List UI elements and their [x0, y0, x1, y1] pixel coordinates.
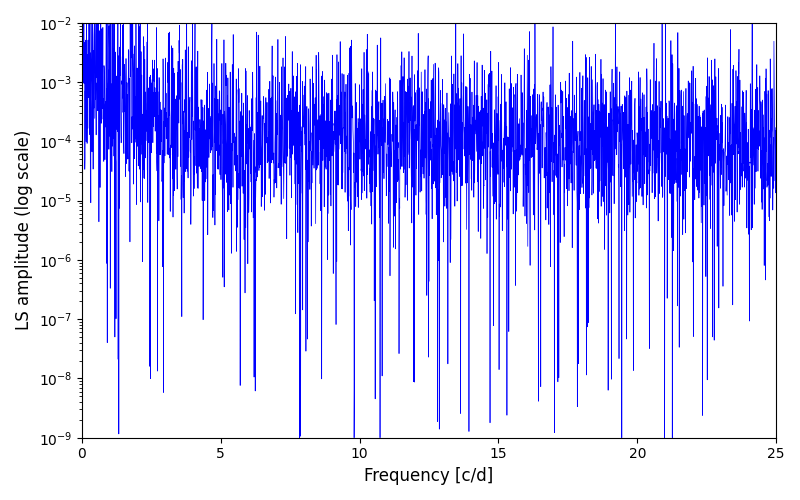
X-axis label: Frequency [c/d]: Frequency [c/d]: [364, 467, 494, 485]
Y-axis label: LS amplitude (log scale): LS amplitude (log scale): [15, 130, 33, 330]
